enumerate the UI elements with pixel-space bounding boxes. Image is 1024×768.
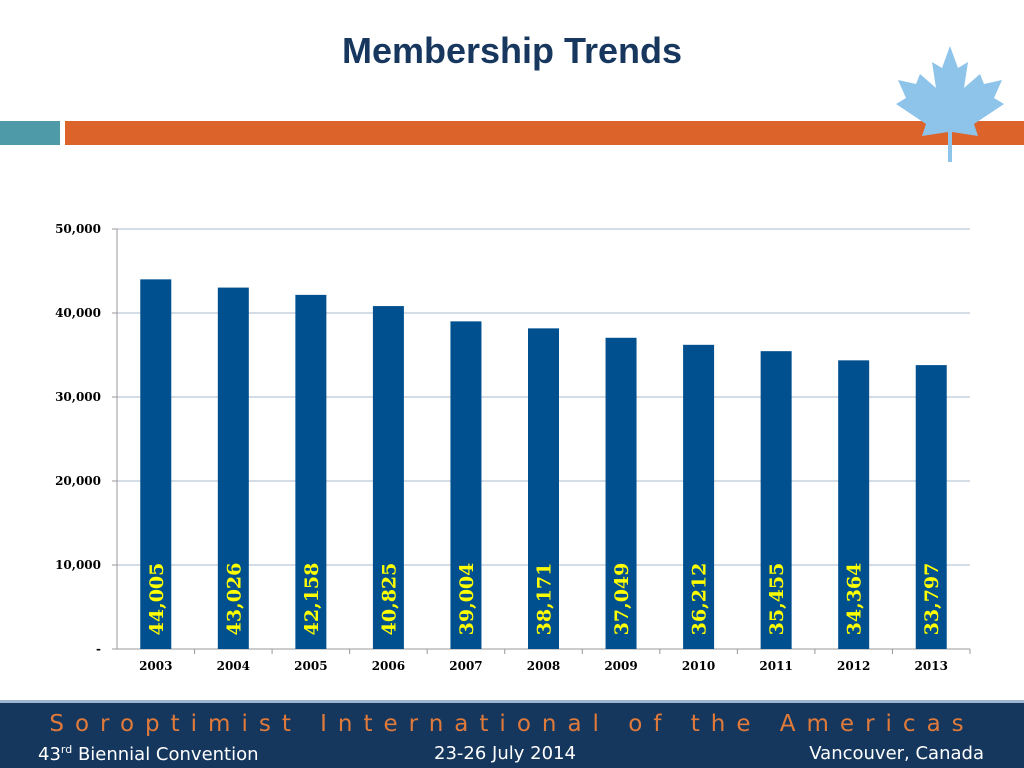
convention-text: Biennial Convention (72, 744, 259, 765)
membership-chart: - 10,000 20,000 30,000 40,000 50,000 2003 44,00… (55, 222, 971, 673)
x-tick-label: 2008 (527, 659, 560, 673)
x-tick-label: 2007 (449, 659, 482, 673)
data-label: 36,212 (689, 563, 711, 636)
maple-leaf-shape (896, 46, 1004, 162)
bar-2012 (838, 360, 870, 649)
bar-2011 (760, 351, 792, 649)
bar-2006 (372, 306, 404, 649)
data-label: 39,004 (456, 563, 478, 636)
convention-number: 43 (38, 744, 61, 765)
bar-2008 (528, 328, 559, 649)
data-label: 42,158 (301, 563, 323, 636)
x-tick-label: 2006 (372, 659, 405, 673)
y-tick-label: 50,000 (55, 222, 101, 236)
data-label: 43,026 (223, 563, 245, 636)
y-tick-label: 20,000 (55, 474, 101, 488)
x-tick-label: 2013 (915, 659, 948, 673)
x-tick-label: 2004 (217, 659, 250, 673)
bar-2010 (683, 344, 715, 649)
convention-suffix: rd (60, 743, 73, 756)
bar-2009 (605, 337, 637, 649)
bar-2013 (915, 365, 947, 649)
bar-2007 (450, 321, 482, 649)
maple-leaf-icon (896, 46, 1004, 162)
data-label: 40,825 (378, 563, 400, 636)
data-label: 37,049 (611, 563, 633, 636)
x-tick-label: 2003 (139, 659, 172, 673)
accent-bar-orange (65, 121, 1024, 145)
x-tick-label: 2009 (604, 659, 637, 673)
x-tick-label: 2010 (682, 659, 715, 673)
y-tick-label: - (96, 642, 101, 656)
x-tick-label: 2011 (759, 659, 792, 673)
bar-2005 (295, 294, 327, 649)
y-tick-label: 30,000 (55, 390, 101, 404)
y-tick-label: 40,000 (55, 306, 101, 320)
bar-2003 (140, 279, 172, 649)
footer-convention: 43rd Biennial Convention (38, 743, 259, 765)
footer-organization: Soroptimist International of the America… (49, 711, 975, 737)
data-label: 38,171 (534, 563, 556, 636)
data-label: 44,005 (146, 563, 168, 636)
accent-bar-teal (0, 121, 60, 145)
footer-location: Vancouver, Canada (809, 743, 984, 764)
x-tick-label: 2005 (294, 659, 327, 673)
data-label: 35,455 (766, 563, 788, 636)
footer: Soroptimist International of the America… (0, 700, 1024, 768)
data-label: 33,797 (921, 563, 943, 636)
data-label: 34,364 (844, 563, 866, 636)
footer-dates: 23-26 July 2014 (434, 743, 576, 764)
y-tick-label: 10,000 (55, 558, 101, 572)
bar-2004 (217, 287, 249, 649)
x-tick-label: 2012 (837, 659, 870, 673)
page-title: Membership Trends (341, 30, 683, 71)
